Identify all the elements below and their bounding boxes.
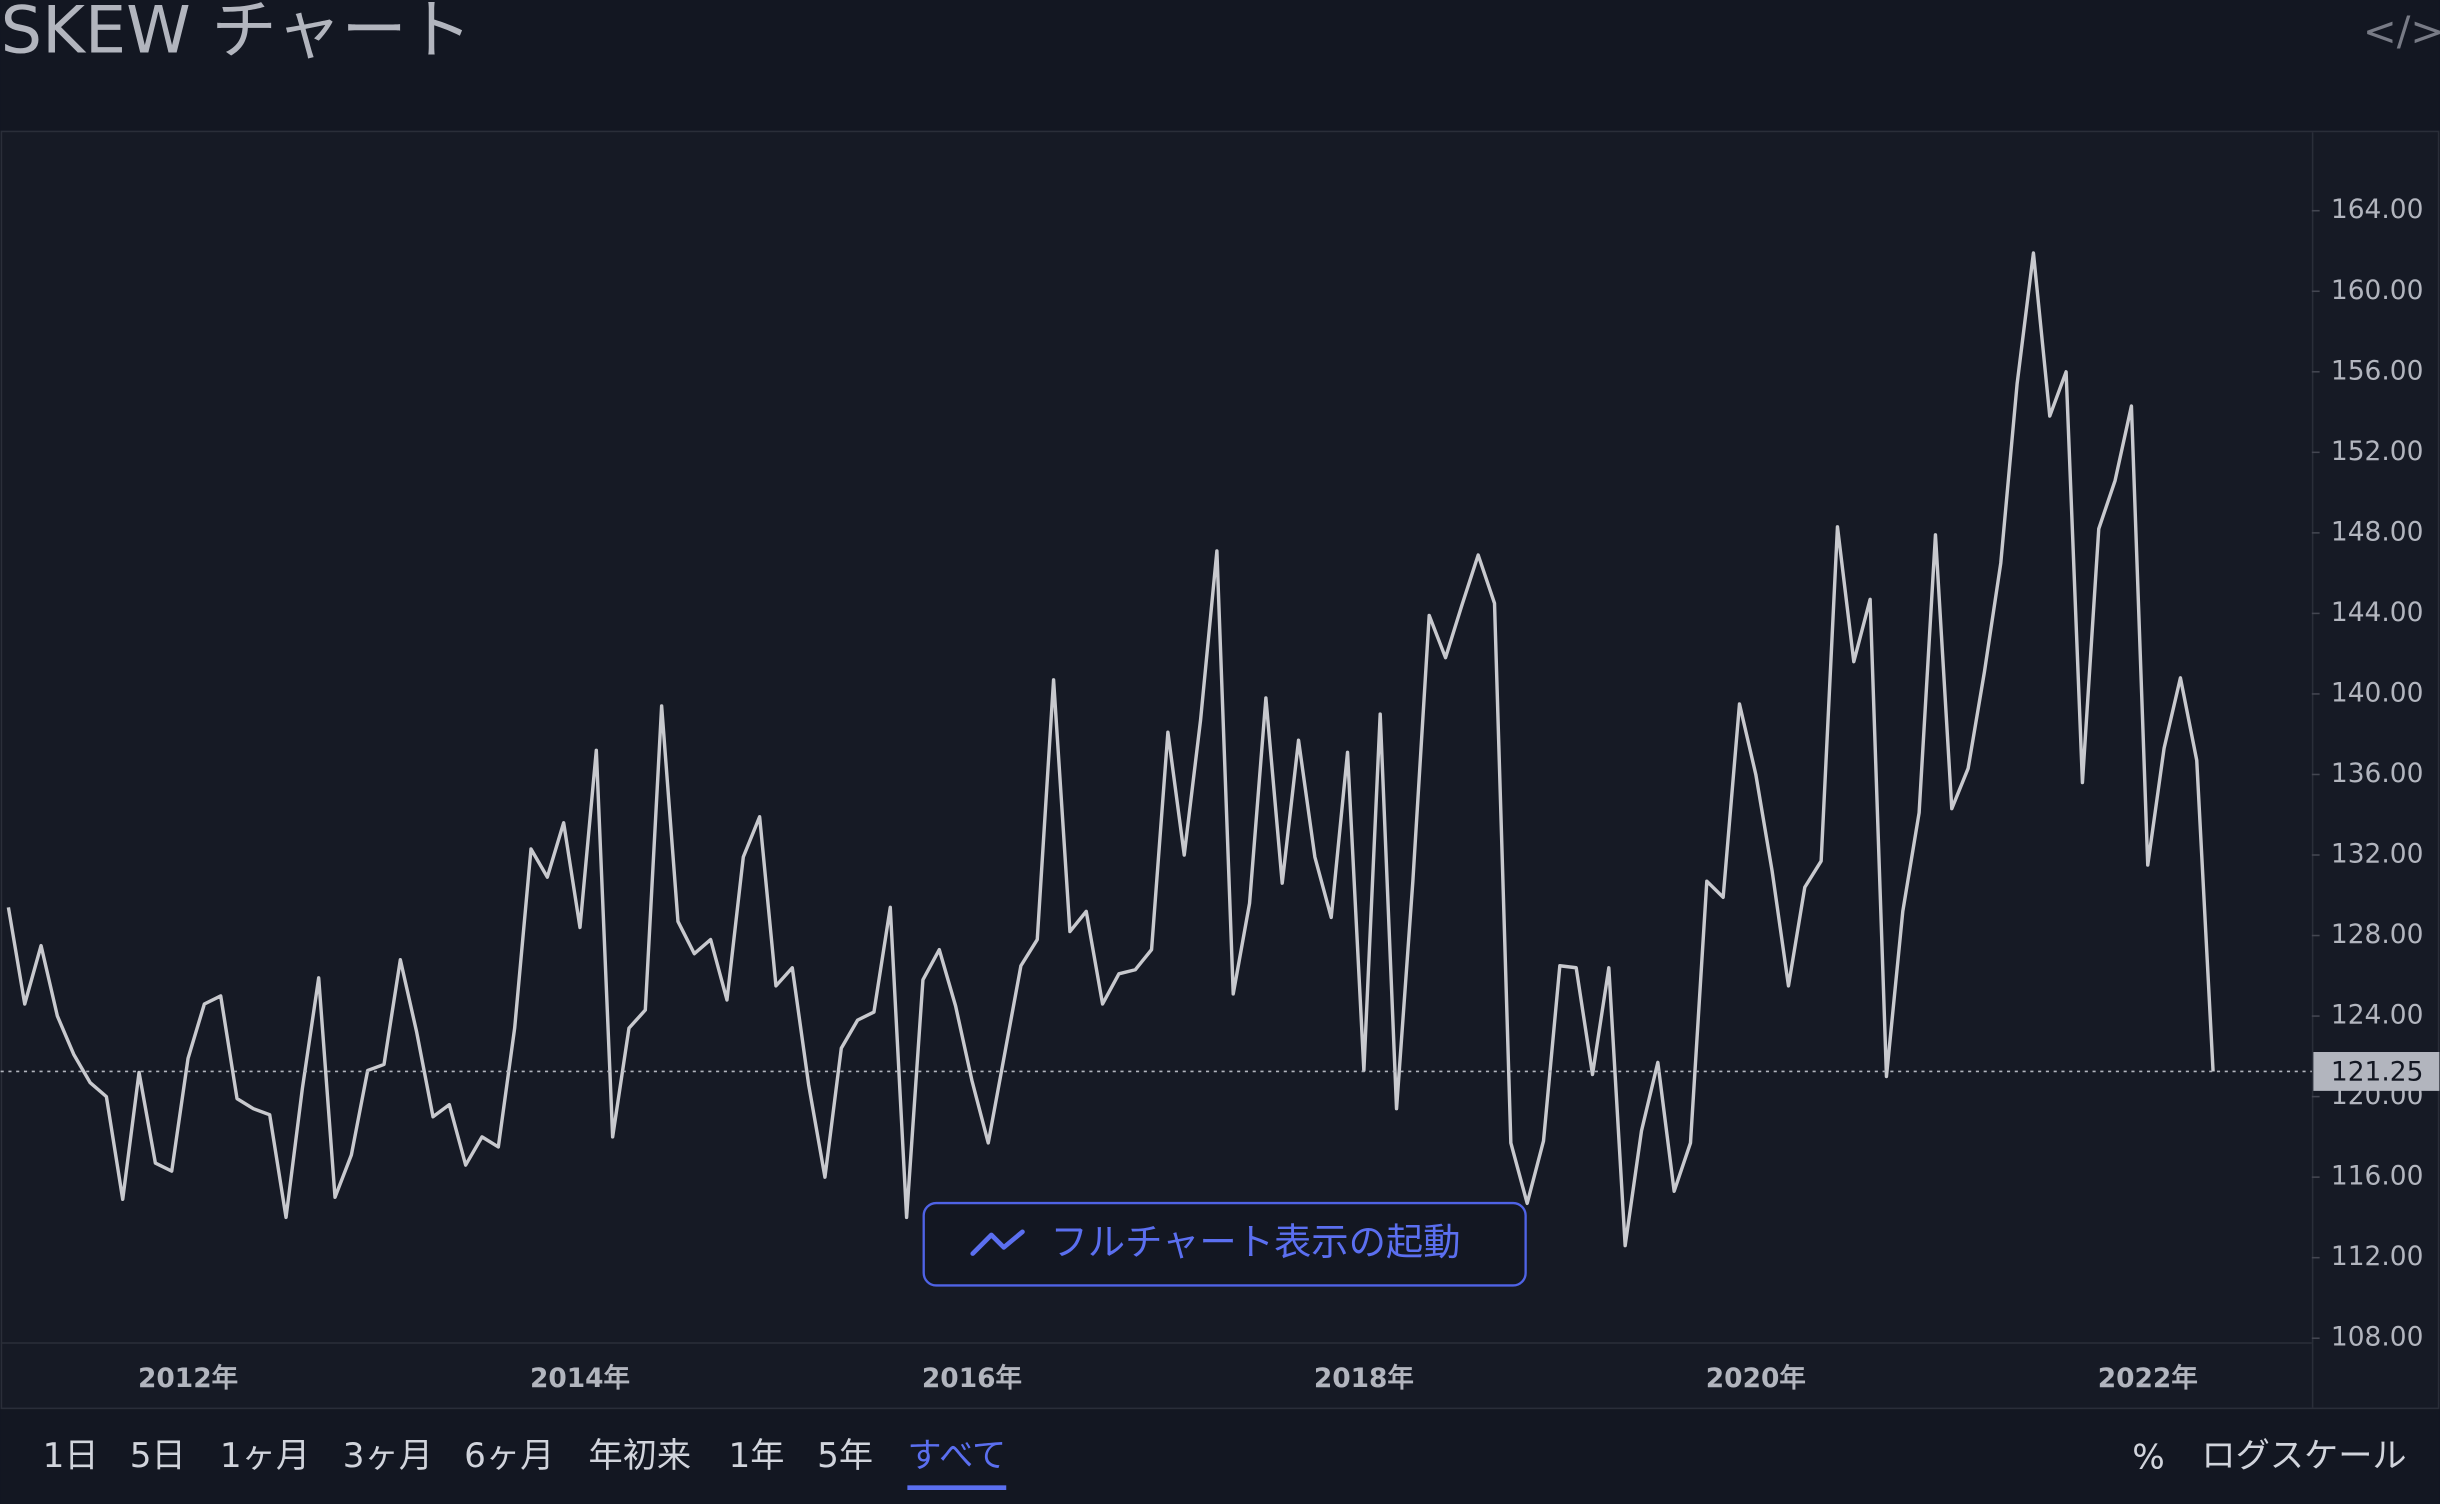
x-tick-label: 2014年 bbox=[530, 1363, 630, 1394]
range-bar: 1日 5日 1ヶ月 3ヶ月 6ヶ月 年初来 1年 5年 すべて bbox=[43, 1436, 1007, 1491]
range-button[interactable]: 1年 bbox=[729, 1436, 785, 1476]
y-tick-label: 116.00 bbox=[2331, 1161, 2424, 1192]
range-button[interactable]: 年初来 bbox=[589, 1436, 692, 1476]
y-tick-label: 164.00 bbox=[2331, 194, 2424, 225]
launch-button-label[interactable]: フルチャート表示の起動 bbox=[1050, 1220, 1460, 1264]
y-tick-label: 124.00 bbox=[2331, 1000, 2424, 1031]
x-tick-label: 2022年 bbox=[2098, 1363, 2198, 1394]
plot-frame bbox=[0, 130, 2440, 1410]
percent-toggle[interactable]: % bbox=[2132, 1437, 2165, 1477]
range-button[interactable]: 1ヶ月 bbox=[220, 1436, 310, 1476]
range-underline bbox=[907, 1485, 1007, 1491]
x-tick-label: 2018年 bbox=[1314, 1363, 1414, 1394]
y-tick-label: 148.00 bbox=[2331, 516, 2424, 547]
range-button[interactable]: 1日 bbox=[43, 1436, 99, 1476]
y-tick-label: 108.00 bbox=[2331, 1322, 2424, 1353]
range-button[interactable]: すべて bbox=[907, 1436, 1006, 1476]
y-tick-label: 136.00 bbox=[2331, 758, 2424, 789]
last-value-label: 121.25 bbox=[2331, 1057, 2424, 1088]
log-scale-toggle[interactable]: ログスケール bbox=[2201, 1436, 2406, 1476]
range-button[interactable]: 5年 bbox=[817, 1436, 873, 1476]
launch-icon bbox=[970, 1229, 1025, 1256]
y-tick-label: 152.00 bbox=[2331, 436, 2424, 467]
chart-title: SKEW チャート bbox=[1, 0, 473, 68]
range-button[interactable]: 5日 bbox=[130, 1436, 186, 1476]
range-button[interactable]: 3ヶ月 bbox=[343, 1436, 433, 1476]
y-tick-label: 160.00 bbox=[2331, 275, 2424, 306]
price-line bbox=[6, 251, 2215, 1248]
x-tick-label: 2016年 bbox=[922, 1363, 1022, 1394]
embed-icon[interactable]: </> bbox=[2363, 7, 2440, 55]
y-tick-label: 156.00 bbox=[2331, 355, 2424, 386]
y-tick-label: 112.00 bbox=[2331, 1241, 2424, 1272]
last-value-badge bbox=[2313, 1052, 2440, 1091]
y-tick-label: 140.00 bbox=[2331, 677, 2424, 708]
x-tick-label: 2012年 bbox=[138, 1363, 238, 1394]
range-button[interactable]: 6ヶ月 bbox=[464, 1436, 554, 1476]
plot: 108.00112.00116.00120.00124.00128.00132.… bbox=[0, 194, 2440, 1394]
y-tick-label: 128.00 bbox=[2331, 919, 2424, 950]
y-tick-label: 144.00 bbox=[2331, 597, 2424, 628]
launch-button-box[interactable] bbox=[922, 1201, 1527, 1287]
x-tick-label: 2020年 bbox=[1706, 1363, 1806, 1394]
launch-button[interactable]: フルチャート表示の起動 bbox=[922, 1201, 1527, 1287]
y-tick-label: 132.00 bbox=[2331, 839, 2424, 870]
